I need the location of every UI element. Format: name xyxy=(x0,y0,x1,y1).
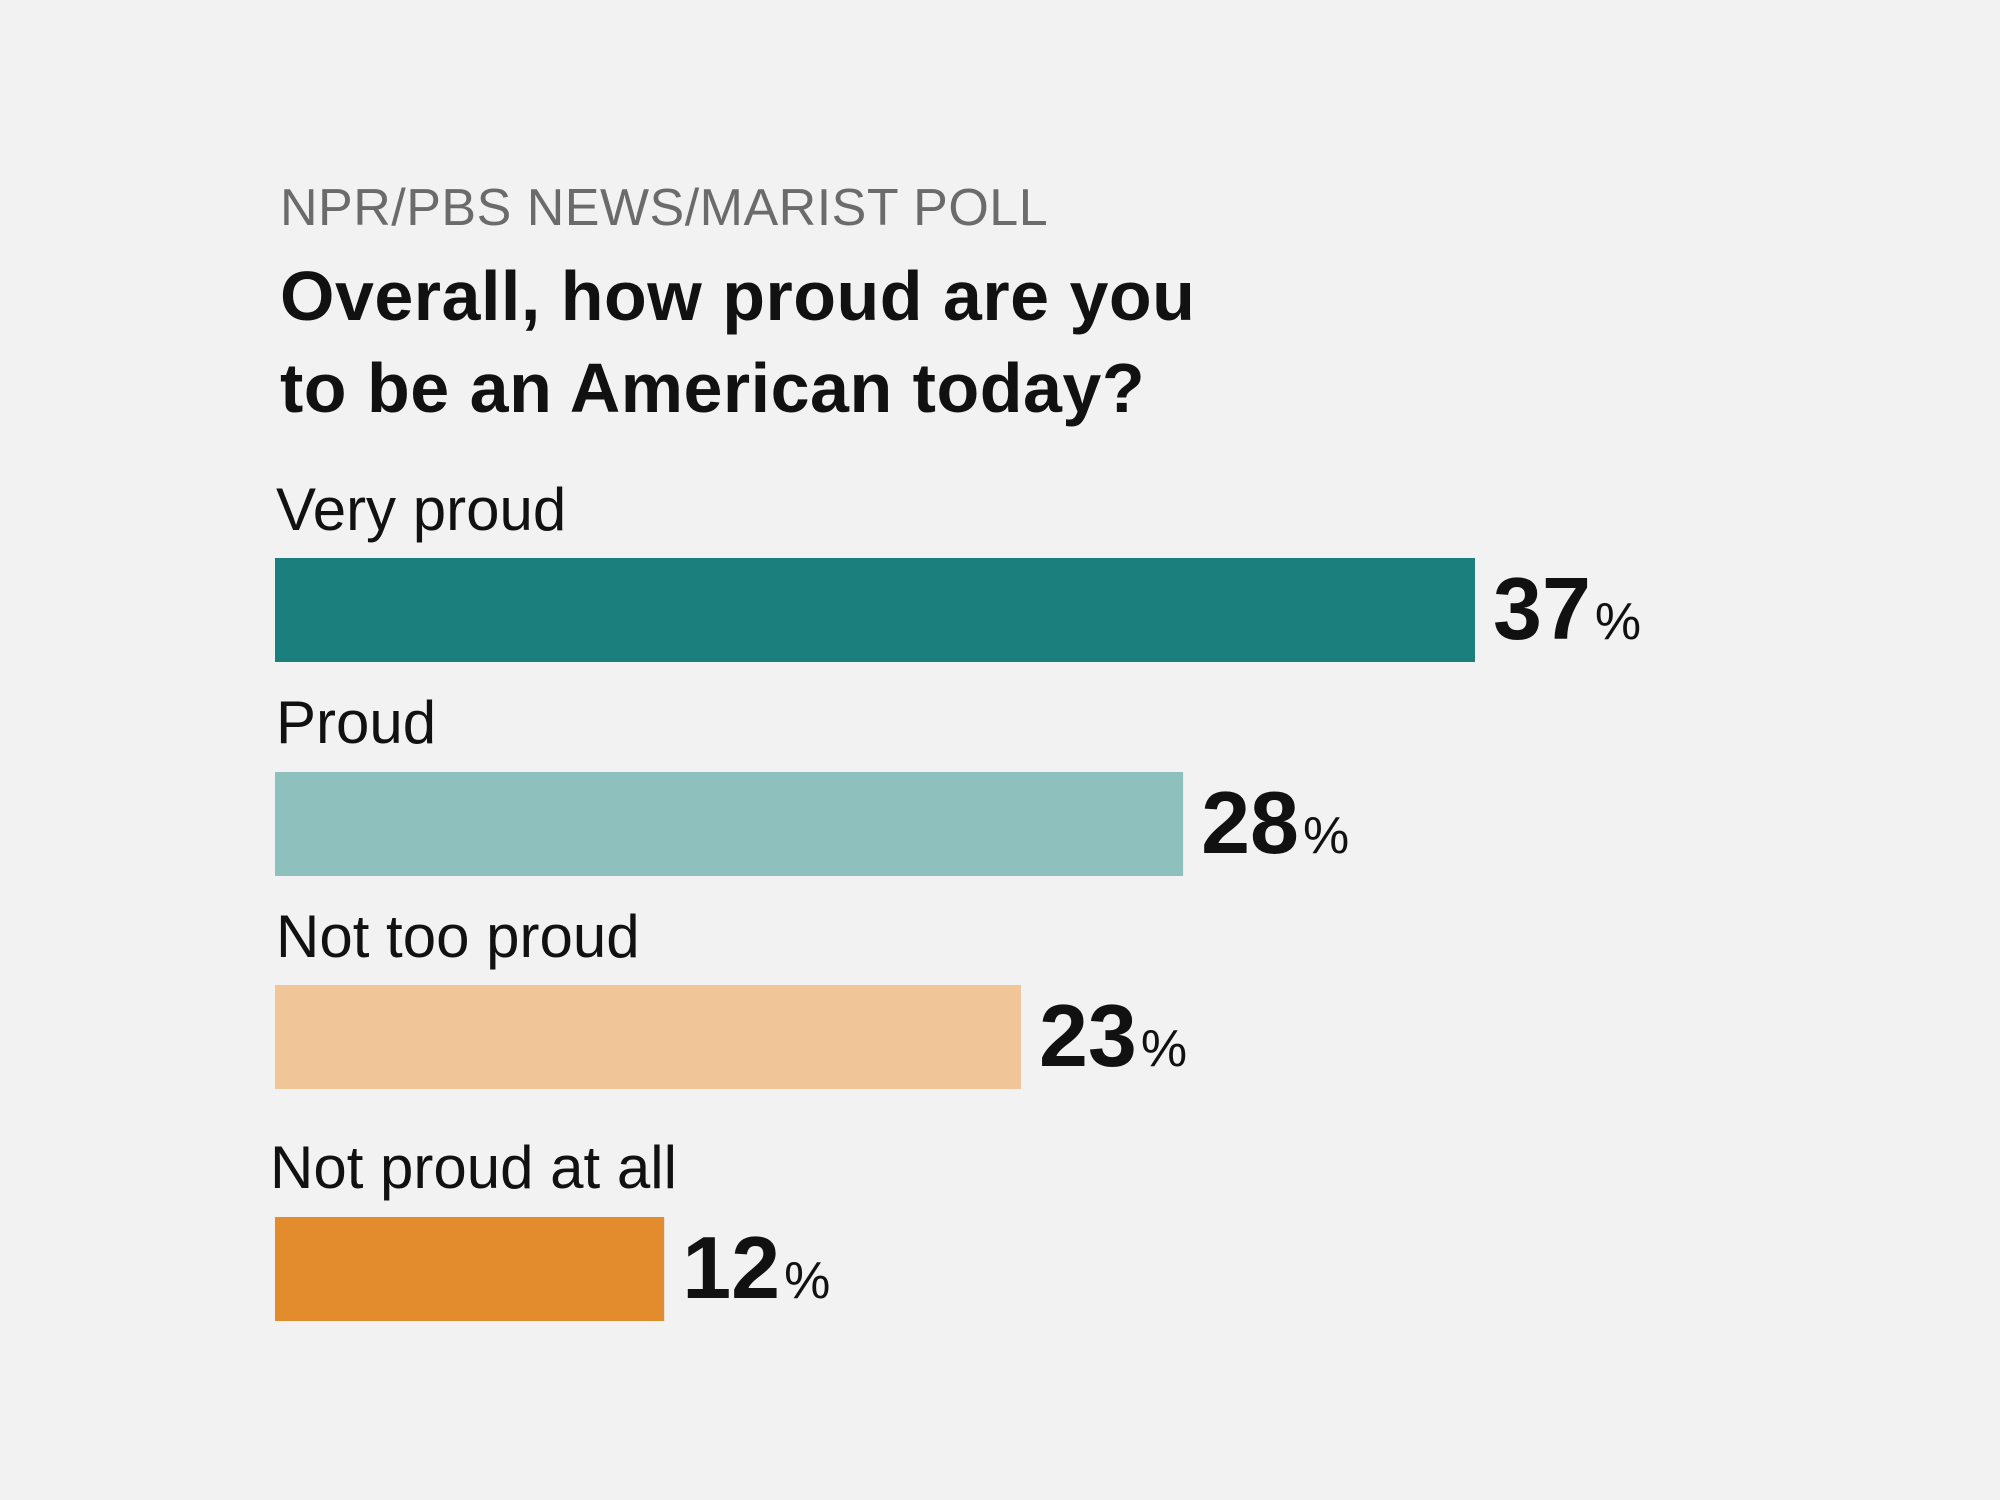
bar-not-proud-at-all xyxy=(275,1217,665,1321)
value-number: 37 xyxy=(1493,559,1591,658)
value-number: 28 xyxy=(1201,773,1299,872)
value-percent-sign: % xyxy=(784,1252,830,1310)
category-label-proud: Proud xyxy=(276,689,436,756)
category-label-not-too-proud: Not too proud xyxy=(276,903,640,970)
chart-title: Overall, how proud are you to be an Amer… xyxy=(280,250,1380,434)
value-number: 12 xyxy=(682,1218,780,1317)
value-label-proud: 28% xyxy=(1201,773,1349,872)
category-label-very-proud: Very proud xyxy=(276,476,566,543)
value-percent-sign: % xyxy=(1595,593,1641,651)
bar-not-too-proud xyxy=(275,985,1021,1089)
chart-kicker: NPR/PBS NEWS/MARIST POLL xyxy=(280,179,1049,237)
category-label-not-proud-at-all: Not proud at all xyxy=(270,1134,677,1201)
bar-very-proud xyxy=(275,558,1475,662)
value-percent-sign: % xyxy=(1141,1020,1187,1078)
value-label-not-too-proud: 23% xyxy=(1039,986,1187,1085)
value-percent-sign: % xyxy=(1303,807,1349,865)
value-label-very-proud: 37% xyxy=(1493,559,1641,658)
bar-proud xyxy=(275,772,1184,876)
value-label-not-proud-at-all: 12% xyxy=(682,1218,830,1317)
chart-title-line-1: Overall, how proud are you xyxy=(280,257,1196,335)
chart-title-line-2: to be an American today? xyxy=(280,349,1146,427)
value-number: 23 xyxy=(1039,986,1137,1085)
